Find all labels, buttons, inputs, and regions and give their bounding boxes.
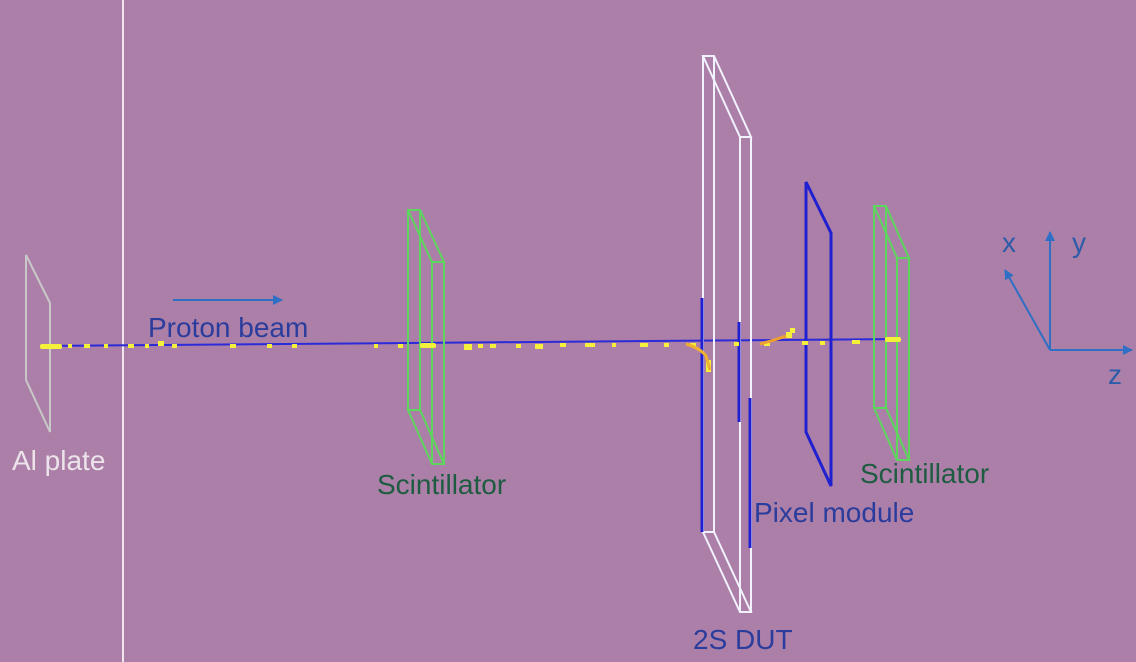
axis-z-label: z — [1108, 359, 1122, 390]
dut-label: 2S DUT — [693, 624, 793, 655]
scintillator-1-shape — [406, 209, 446, 465]
axis-x-label: x — [1002, 227, 1016, 258]
scintillator-1-label: Scintillator — [377, 469, 507, 500]
scintillator-2-label: Scintillator — [860, 458, 990, 489]
secondary-track-2 — [759, 334, 787, 346]
proton-beam-label: Proton beam — [148, 312, 309, 343]
secondary-track — [685, 342, 712, 371]
dut-shape — [701, 55, 753, 613]
beam-line — [39, 338, 901, 347]
scintillator-2-shape — [872, 205, 911, 461]
pixel-module-label: Pixel module — [754, 497, 915, 528]
pixel-module-shape — [804, 181, 833, 487]
axes-triad — [1004, 231, 1133, 355]
dut-sensor-strips — [700, 298, 752, 548]
al-plate-label: Al plate — [12, 445, 106, 476]
axis-y-label: y — [1072, 227, 1086, 258]
al-plate-shape — [25, 254, 51, 433]
